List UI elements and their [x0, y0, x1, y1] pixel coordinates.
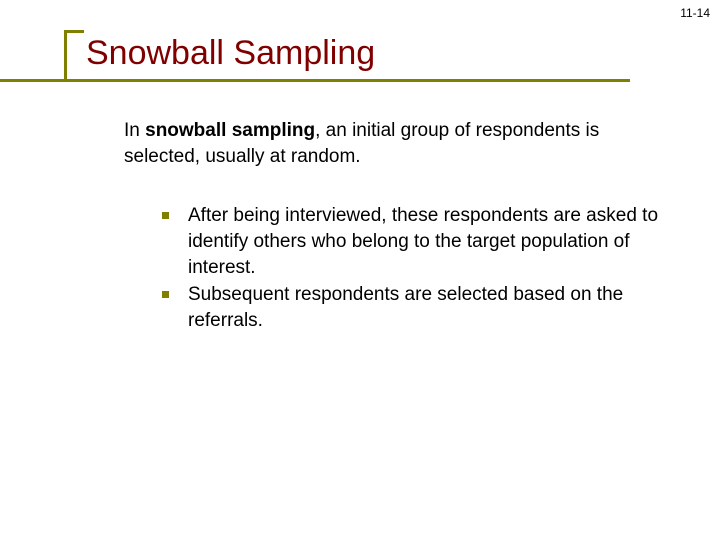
- bullet-text: Subsequent respondents are selected base…: [188, 284, 623, 331]
- bullet-text: After being interviewed, these responden…: [188, 205, 658, 277]
- title-accent-bottom: [0, 79, 630, 82]
- bullet-list: After being interviewed, these responden…: [124, 203, 664, 333]
- page-number: 11-14: [680, 6, 710, 20]
- list-item: After being interviewed, these responden…: [162, 203, 664, 280]
- square-bullet-icon: [162, 291, 169, 298]
- title-block: Snowball Sampling: [0, 30, 720, 86]
- slide-title: Snowball Sampling: [86, 34, 375, 73]
- square-bullet-icon: [162, 212, 169, 219]
- title-accent-left: [64, 30, 67, 82]
- intro-bold-term: snowball sampling: [145, 120, 315, 141]
- content-area: In snowball sampling, an initial group o…: [124, 118, 664, 335]
- title-accent-top: [64, 30, 84, 33]
- intro-prefix: In: [124, 120, 145, 141]
- list-item: Subsequent respondents are selected base…: [162, 282, 664, 333]
- intro-paragraph: In snowball sampling, an initial group o…: [124, 118, 664, 169]
